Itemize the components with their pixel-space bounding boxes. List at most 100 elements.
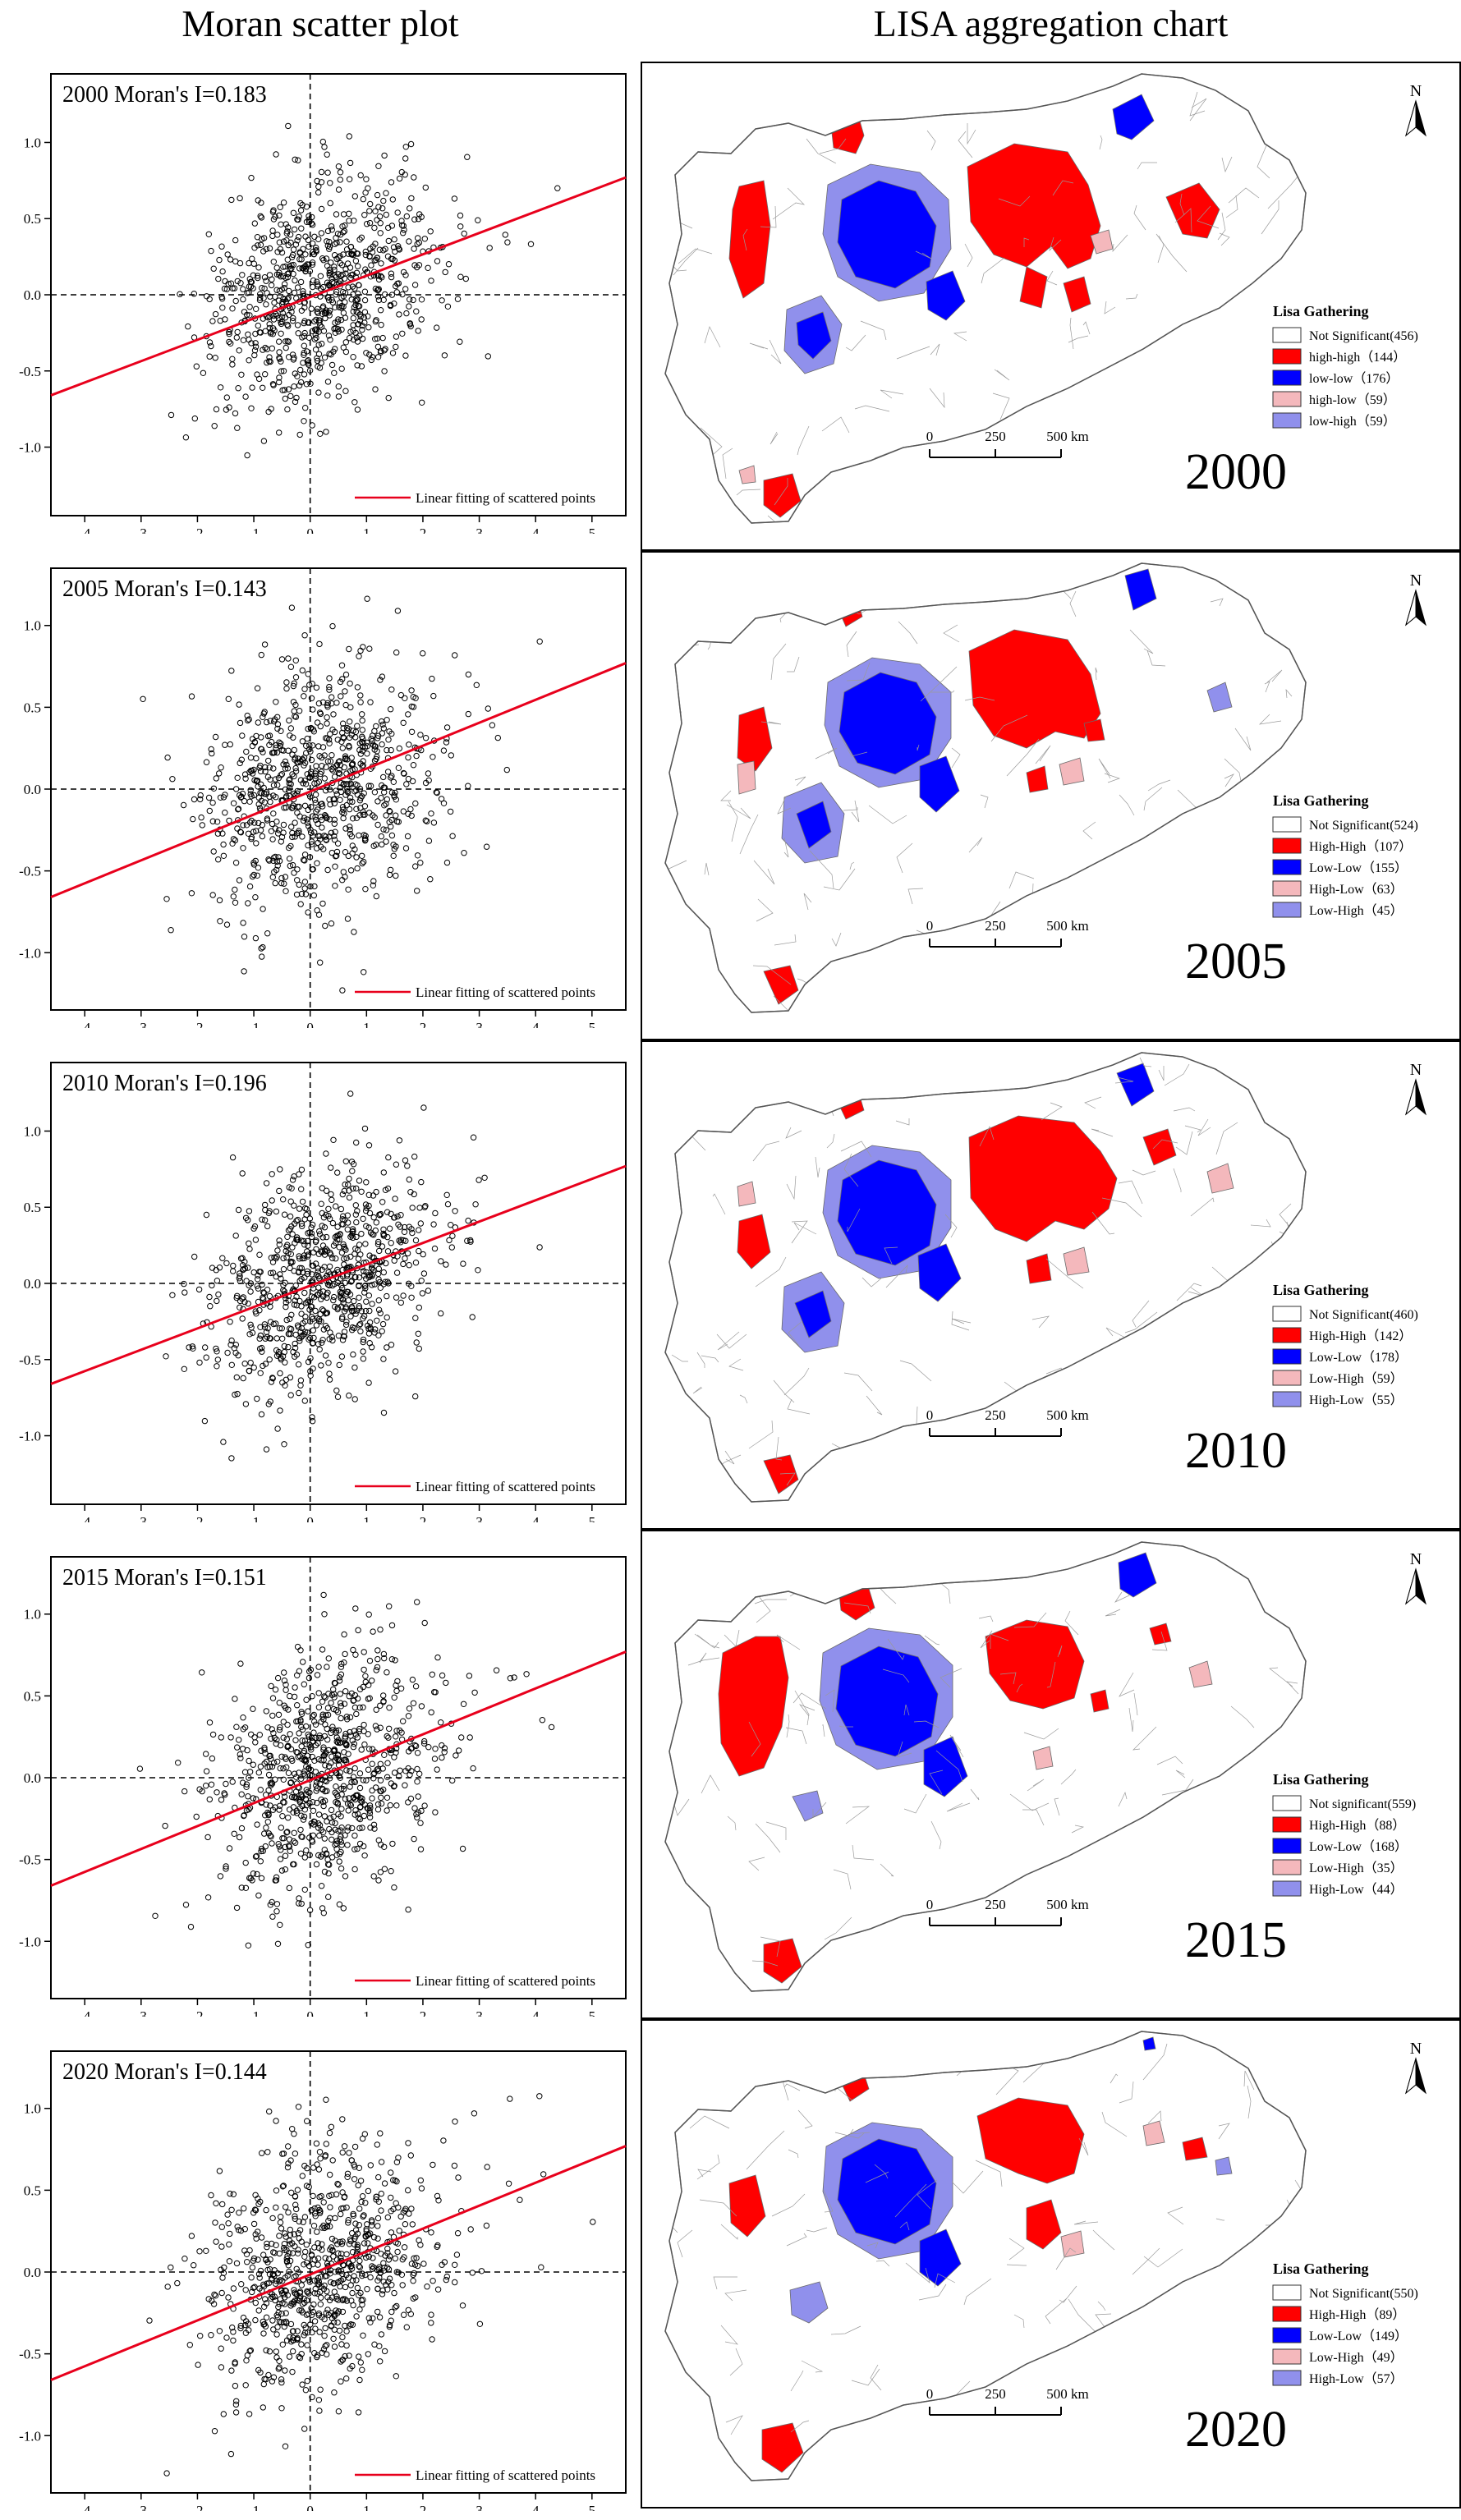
scatter-point: [266, 1292, 273, 1300]
scatter-point: [278, 838, 284, 845]
scatter-point: [321, 1813, 328, 1820]
scale-bar: 0 250 500 km: [926, 1407, 1089, 1437]
scatter-point: [274, 725, 281, 732]
scatter-point: [282, 263, 289, 270]
scatter-point: [301, 885, 308, 892]
scatter-point: [278, 746, 285, 754]
scatter-point: [361, 1741, 368, 1748]
scatter-point: [211, 423, 218, 429]
scatter-point: [349, 1230, 356, 1237]
scatter-point: [369, 2263, 375, 2270]
scatter-point: [263, 301, 269, 308]
lisa-cluster-area: [1026, 765, 1049, 793]
scatter-point: [476, 1177, 482, 1183]
scale-label: 0: [926, 429, 934, 444]
scatter-point: [368, 1272, 375, 1278]
scatter-point: [331, 266, 338, 273]
scatter-point: [369, 1282, 375, 1288]
scatter-point: [366, 1695, 373, 1701]
scatter-point: [228, 196, 235, 204]
scatter-point: [311, 2318, 319, 2325]
scatter-point: [249, 384, 255, 391]
county-boundary: [1250, 1219, 1271, 1228]
scatter-point: [230, 2337, 237, 2344]
scatter-point: [301, 1854, 308, 1861]
scatter-point: [314, 2277, 321, 2284]
scatter-point: [305, 1942, 311, 1949]
scatter-point: [258, 200, 264, 206]
scatter-point: [261, 2303, 268, 2310]
scatter-point: [287, 2320, 295, 2328]
scatter-point: [316, 1231, 324, 1237]
scatter-point: [314, 845, 320, 851]
scatter-point: [375, 296, 383, 304]
county-boundary: [736, 489, 761, 496]
scatter-point: [361, 314, 367, 321]
scatter-point: [340, 293, 347, 300]
scatter-point: [329, 622, 336, 630]
scatter-point: [300, 2219, 306, 2225]
scatter-point: [351, 1704, 359, 1711]
scatter-point: [329, 1255, 336, 1261]
scatter-point: [308, 756, 315, 764]
scatter-point: [345, 284, 351, 291]
scatter-point: [357, 795, 364, 801]
x-tick-label: 1: [363, 526, 370, 534]
scale-label: 500 km: [1046, 918, 1088, 934]
scatter-point: [294, 322, 301, 328]
scatter-point: [405, 775, 412, 783]
scatter-point: [328, 361, 336, 369]
scatter-point: [273, 1208, 280, 1215]
scatter-point: [374, 798, 381, 805]
scatter-point: [431, 1756, 439, 1762]
scatter-point: [304, 819, 311, 826]
scatter-point: [291, 708, 297, 714]
north-arrow: N: [1405, 1550, 1427, 1605]
scatter-point: [407, 1771, 413, 1779]
scatter-point: [374, 287, 381, 293]
scatter-point: [299, 1198, 306, 1205]
scatter-point: [266, 245, 273, 252]
scatter-point: [289, 861, 296, 869]
scatter-point: [342, 1650, 348, 1658]
legend-label: Linear fitting of scattered points: [416, 1973, 595, 1989]
scatter-point: [258, 651, 264, 659]
scatter-point: [296, 1668, 303, 1674]
scatter-point: [279, 387, 286, 393]
scatter-point: [269, 325, 277, 332]
scatter-point: [372, 386, 379, 392]
scatter-point: [369, 1301, 375, 1307]
scatter-point: [287, 1315, 293, 1322]
scatter-point: [234, 425, 241, 431]
scatter-point: [340, 2262, 347, 2269]
scatter-point: [320, 2199, 327, 2206]
scatter-point: [325, 1360, 332, 1366]
scatter-point: [410, 296, 416, 304]
scatter-point: [191, 2262, 197, 2269]
scatter-point: [298, 890, 306, 897]
scatter-point: [273, 858, 281, 865]
scatter-point: [209, 1282, 215, 1289]
scatter-point: [407, 806, 414, 813]
scatter-point: [350, 1228, 356, 1235]
scatter-point: [320, 1591, 327, 1599]
scatter-point: [206, 807, 214, 815]
scatter-point: [260, 248, 267, 255]
scatter-point: [339, 2116, 346, 2123]
scatter-point: [371, 814, 378, 821]
scatter-point: [256, 2274, 263, 2281]
scatter-point: [317, 2386, 324, 2393]
scatter-point: [362, 2271, 369, 2279]
scatter-point: [402, 1782, 408, 1788]
county-boundary: [783, 837, 789, 858]
legend-swatch: [1272, 1838, 1302, 1854]
scatter-point: [218, 2289, 225, 2297]
scatter-point: [291, 1173, 297, 1180]
scatter-point: [217, 384, 224, 391]
scatter-point: [395, 2155, 402, 2161]
scatter-point: [466, 1673, 473, 1679]
scatter-point: [352, 728, 360, 736]
scatter-point: [536, 1244, 543, 1251]
scatter-point: [410, 694, 416, 700]
lisa-cluster-area: [728, 180, 771, 299]
